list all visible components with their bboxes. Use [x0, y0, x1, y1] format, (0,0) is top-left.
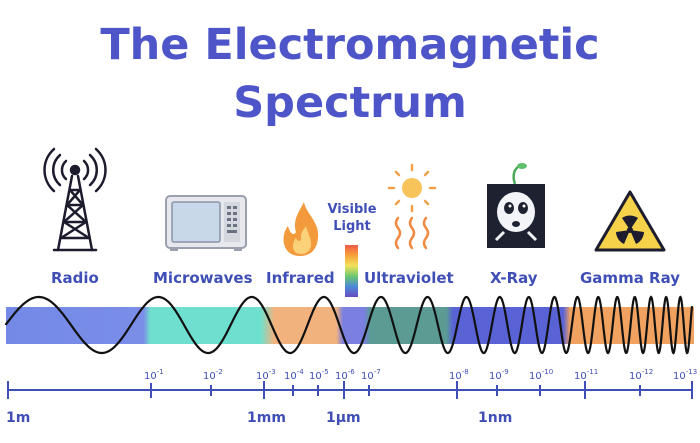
- band-label-visible-light: Visible Light: [322, 201, 382, 235]
- tick-label: 10-2: [203, 368, 223, 382]
- flame-icon: [283, 202, 319, 256]
- tick-label: 10-9: [489, 368, 509, 382]
- wave-line: [4, 295, 694, 355]
- tick-label: 10-12: [629, 368, 654, 382]
- xray-skull-icon: [487, 163, 545, 248]
- visible-line-2: Light: [333, 219, 371, 234]
- tick-label: 10-7: [361, 368, 381, 382]
- title-line-2: Spectrum: [233, 78, 467, 128]
- tick-label: 10-5: [309, 368, 329, 382]
- visible-line-1: Visible: [327, 202, 377, 217]
- tick-label: 10-8: [449, 368, 469, 382]
- microwave-oven-icon: [165, 195, 247, 251]
- tick-label: 10-11: [574, 368, 599, 382]
- unit-label-1nm: 1nm: [478, 410, 513, 426]
- unit-label-1m: 1m: [6, 410, 31, 426]
- color-bar-icon: [345, 245, 358, 297]
- spectrum-band: [6, 307, 694, 344]
- tick-label: 10-1: [144, 368, 164, 382]
- radio-tower-icon: [43, 147, 107, 252]
- tick-label: 10-6: [335, 368, 355, 382]
- band-label-xray: X-Ray: [490, 269, 538, 287]
- scale-axis: [7, 381, 693, 399]
- band-label-gamma-ray: Gamma Ray: [580, 269, 681, 287]
- band-label-microwaves: Microwaves: [153, 269, 253, 287]
- tick-label: 10-10: [529, 368, 554, 382]
- unit-label-1um: 1µm: [326, 410, 361, 426]
- sun-icon: [387, 163, 437, 250]
- tick-label: 10-13: [673, 368, 698, 382]
- tick-label: 10-3: [256, 368, 276, 382]
- title-line-1: The Electromagnetic: [100, 20, 600, 70]
- band-label-radio: Radio: [51, 269, 99, 287]
- band-label-infrared: Infrared: [266, 269, 335, 287]
- radiation-warning-icon: [594, 190, 666, 252]
- band-label-ultraviolet: Ultraviolet: [364, 269, 454, 287]
- tick-label: 10-4: [284, 368, 304, 382]
- unit-label-1mm: 1mm: [247, 410, 286, 426]
